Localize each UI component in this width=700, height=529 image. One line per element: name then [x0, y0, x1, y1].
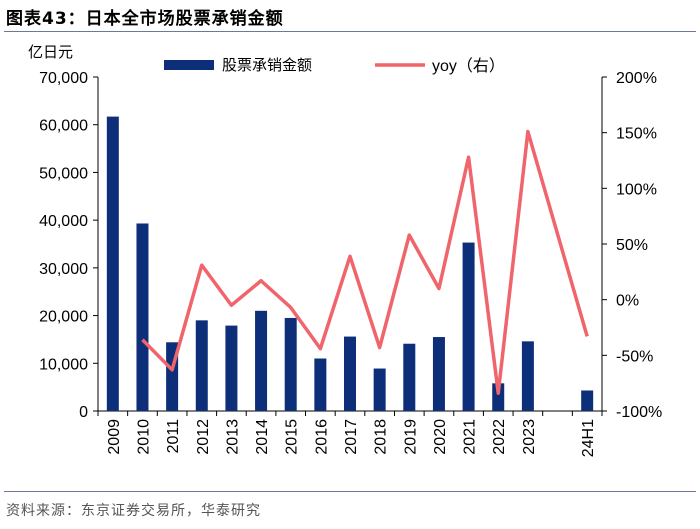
- bar-2022: [492, 383, 505, 411]
- x-tick-label-2022: 2022: [491, 419, 508, 455]
- source-note: 资料来源：东京证券交易所，华泰研究: [6, 503, 261, 519]
- y-tick-label-right: 100%: [616, 181, 657, 198]
- bar-2019: [403, 343, 416, 411]
- legend-bar-label: 股票承销金额: [222, 57, 312, 74]
- bar-2012: [195, 320, 208, 411]
- y-tick-label-left: 60,000: [39, 118, 88, 135]
- bar-2017: [344, 336, 356, 411]
- x-tick-label-2013: 2013: [224, 419, 241, 455]
- x-tick-label-2009: 2009: [106, 419, 123, 455]
- figure-title: 图表43：日本全市场股票承销金额: [6, 4, 284, 29]
- y-tick-label-right: 200%: [616, 70, 657, 87]
- x-tick-label-2017: 2017: [343, 419, 360, 455]
- y-axis-unit-label: 亿日元: [28, 44, 73, 61]
- bar-2021: [462, 242, 475, 411]
- y-tick-label-left: 50,000: [39, 165, 88, 182]
- title-divider: [4, 31, 696, 32]
- bar-2014: [255, 310, 268, 411]
- y-tick-label-right: 50%: [616, 237, 648, 254]
- bar-2018: [373, 368, 386, 411]
- x-tick-label-24H1: 24H1: [580, 419, 597, 457]
- y-tick-label-left: 70,000: [39, 70, 88, 87]
- figure-title-text: 日本全市场股票承销金额: [85, 9, 284, 29]
- x-tick-label-2015: 2015: [284, 419, 301, 455]
- bar-2020: [432, 337, 445, 411]
- bar-2015: [284, 317, 297, 411]
- x-tick-label-2016: 2016: [313, 419, 330, 455]
- y-tick-label-right: 150%: [616, 126, 657, 143]
- x-tick-label-2020: 2020: [432, 419, 449, 455]
- y-tick-label-right: 0%: [616, 293, 639, 310]
- bar-2009: [106, 116, 119, 412]
- x-tick-label-2012: 2012: [195, 419, 212, 455]
- y-tick-label-right: -100%: [616, 404, 662, 421]
- bar-2016: [314, 358, 327, 411]
- x-tick-label-2018: 2018: [373, 419, 390, 455]
- yoy-line: [141, 129, 589, 395]
- y-tick-label-left: 20,000: [39, 309, 88, 326]
- source-divider: [4, 491, 696, 492]
- y-tick-label-right: -50%: [616, 348, 653, 365]
- x-tick-label-2011: 2011: [165, 419, 182, 454]
- y-tick-label-left: 30,000: [39, 261, 88, 278]
- legend-bar-swatch: [164, 60, 214, 70]
- y-tick-label-left: 0: [79, 404, 88, 421]
- x-tick-label-2023: 2023: [521, 419, 538, 455]
- legend-line-label: yoy（右）: [432, 57, 505, 75]
- bar-2023: [521, 341, 534, 411]
- bar-2010: [136, 223, 149, 411]
- x-tick-label-2021: 2021: [462, 419, 479, 455]
- bar-2013: [225, 325, 238, 411]
- bar-24H1: [581, 390, 594, 411]
- x-tick-label-2010: 2010: [135, 419, 152, 455]
- x-tick-label-2014: 2014: [254, 419, 271, 455]
- y-tick-label-left: 10,000: [39, 356, 88, 373]
- x-tick-label-2019: 2019: [402, 419, 419, 455]
- figure-label: 图表43：: [6, 9, 86, 29]
- y-tick-label-left: 40,000: [39, 213, 88, 230]
